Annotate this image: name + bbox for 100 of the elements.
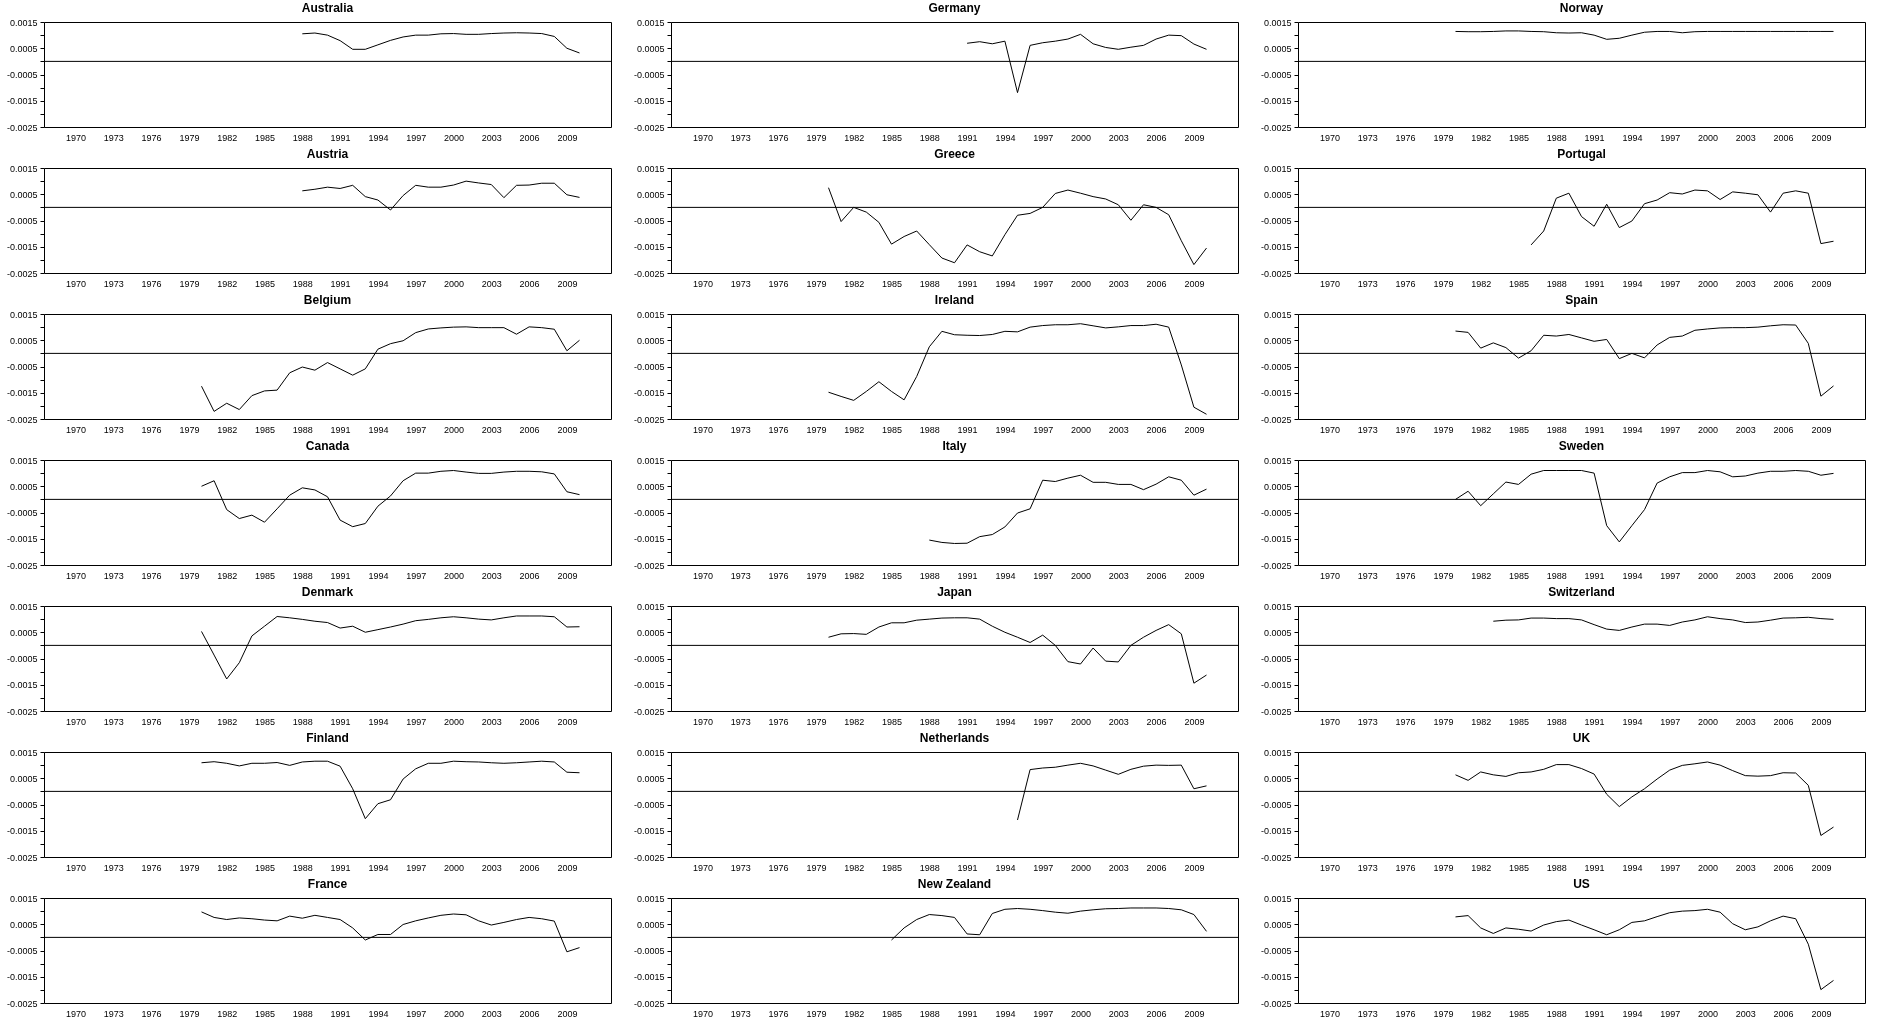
x-tick-label: 1973 xyxy=(103,132,124,143)
x-tick-label: 2009 xyxy=(1184,424,1205,435)
x-tick-label: 1988 xyxy=(919,1008,940,1019)
x-tick-label: 1994 xyxy=(995,424,1016,435)
y-tick-label: 0.0015 xyxy=(9,455,38,466)
x-tick-label: 1988 xyxy=(919,570,940,581)
y-tick-label: -0.0015 xyxy=(633,680,665,691)
x-tick-label: 1973 xyxy=(1357,862,1378,873)
x-tick-label: 1985 xyxy=(881,1008,903,1019)
x-tick-label: 1988 xyxy=(919,716,940,727)
x-tick-label: 1979 xyxy=(179,862,200,873)
x-tick-label: 1997 xyxy=(1033,278,1054,289)
chart-title: Ireland xyxy=(934,293,975,307)
x-tick-label: 1970 xyxy=(1319,1008,1341,1019)
x-tick-label: 2000 xyxy=(1070,716,1092,727)
y-tick-label: 0.0015 xyxy=(1263,309,1292,320)
y-tick-label: 0.0005 xyxy=(9,919,38,930)
x-tick-label: 2000 xyxy=(1697,1008,1719,1019)
y-tick-label: 0.0005 xyxy=(636,335,665,346)
x-tick-label: 1970 xyxy=(692,570,714,581)
x-tick-label: 1973 xyxy=(1357,1008,1378,1019)
x-tick-label: 1970 xyxy=(1319,132,1341,143)
x-tick-label: 1997 xyxy=(406,424,427,435)
y-tick-label: -0.0005 xyxy=(633,216,665,226)
x-tick-label: 2003 xyxy=(1108,424,1129,435)
y-tick-label: -0.0015 xyxy=(6,972,38,983)
y-tick-label: -0.0025 xyxy=(6,998,38,1009)
x-tick-label: 1973 xyxy=(103,862,124,873)
y-tick-label: 0.0015 xyxy=(1263,455,1292,466)
y-tick-label: -0.0005 xyxy=(6,70,38,80)
x-tick-label: 1991 xyxy=(330,716,351,727)
x-tick-label: 1982 xyxy=(217,1008,238,1019)
x-tick-label: 1976 xyxy=(1395,862,1416,873)
x-tick-label: 2000 xyxy=(1070,278,1092,289)
x-tick-label: 1973 xyxy=(1357,278,1378,289)
x-tick-label: 1970 xyxy=(1319,278,1341,289)
y-tick-label: -0.0025 xyxy=(6,706,38,717)
x-tick-label: 1991 xyxy=(957,716,978,727)
x-tick-label: 2006 xyxy=(519,132,540,143)
x-tick-label: 1988 xyxy=(919,278,940,289)
x-tick-label: 1979 xyxy=(1433,1008,1454,1019)
y-tick-label: -0.0005 xyxy=(6,946,38,956)
y-tick-label: -0.0015 xyxy=(1260,680,1292,691)
x-tick-label: 1973 xyxy=(730,570,751,581)
x-tick-label: 1982 xyxy=(1471,424,1492,435)
y-tick-label: 0.0015 xyxy=(9,601,38,612)
x-tick-label: 2000 xyxy=(1697,862,1719,873)
x-tick-label: 2000 xyxy=(443,570,465,581)
y-tick-label: 0.0015 xyxy=(1263,747,1292,758)
x-tick-label: 1991 xyxy=(1584,716,1605,727)
x-tick-label: 1979 xyxy=(179,424,200,435)
x-tick-label: 1982 xyxy=(844,716,865,727)
chart-title: Netherlands xyxy=(919,731,990,745)
x-tick-label: 2000 xyxy=(443,132,465,143)
x-tick-label: 1988 xyxy=(292,1008,313,1019)
x-tick-label: 2009 xyxy=(557,424,578,435)
x-tick-label: 1979 xyxy=(806,862,827,873)
x-tick-label: 2009 xyxy=(557,132,578,143)
x-tick-label: 2009 xyxy=(1184,716,1205,727)
y-tick-label: 0.0005 xyxy=(9,43,38,54)
x-tick-label: 2000 xyxy=(443,1008,465,1019)
y-tick-label: -0.0015 xyxy=(633,388,665,399)
x-tick-label: 2006 xyxy=(1146,570,1167,581)
x-tick-label: 1970 xyxy=(65,570,87,581)
x-tick-label: 1979 xyxy=(806,1008,827,1019)
y-tick-label: -0.0005 xyxy=(1260,216,1292,226)
x-tick-label: 2006 xyxy=(519,716,540,727)
x-tick-label: 1979 xyxy=(806,570,827,581)
x-tick-label: 2009 xyxy=(1184,132,1205,143)
x-tick-label: 1985 xyxy=(1508,278,1530,289)
chart-title: UK xyxy=(1572,731,1591,745)
y-tick-label: 0.0005 xyxy=(1263,773,1292,784)
y-tick-label: -0.0015 xyxy=(633,534,665,545)
x-tick-label: 2003 xyxy=(481,424,502,435)
x-tick-label: 1979 xyxy=(1433,570,1454,581)
chart-title: Germany xyxy=(928,1,981,15)
x-tick-label: 1970 xyxy=(65,716,87,727)
y-tick-label: 0.0005 xyxy=(9,627,38,638)
x-tick-label: 1991 xyxy=(957,570,978,581)
y-tick-label: 0.0005 xyxy=(636,773,665,784)
y-tick-label: 0.0005 xyxy=(636,919,665,930)
y-tick-label: 0.0005 xyxy=(636,189,665,200)
x-tick-label: 1985 xyxy=(254,132,276,143)
y-tick-label: -0.0005 xyxy=(633,70,665,80)
x-tick-label: 1994 xyxy=(1622,132,1643,143)
x-tick-label: 1976 xyxy=(1395,716,1416,727)
x-tick-label: 1988 xyxy=(292,424,313,435)
x-tick-label: 1970 xyxy=(65,862,87,873)
x-tick-label: 1976 xyxy=(768,278,789,289)
y-tick-label: -0.0015 xyxy=(1260,242,1292,253)
x-tick-label: 1979 xyxy=(1433,424,1454,435)
x-tick-label: 1997 xyxy=(406,862,427,873)
x-tick-label: 2003 xyxy=(1735,862,1756,873)
x-tick-label: 1994 xyxy=(368,278,389,289)
y-tick-label: 0.0015 xyxy=(9,163,38,174)
x-tick-label: 1994 xyxy=(995,570,1016,581)
x-tick-label: 1976 xyxy=(141,862,162,873)
x-tick-label: 1991 xyxy=(1584,1008,1605,1019)
x-tick-label: 1973 xyxy=(730,1008,751,1019)
x-tick-label: 1982 xyxy=(217,278,238,289)
